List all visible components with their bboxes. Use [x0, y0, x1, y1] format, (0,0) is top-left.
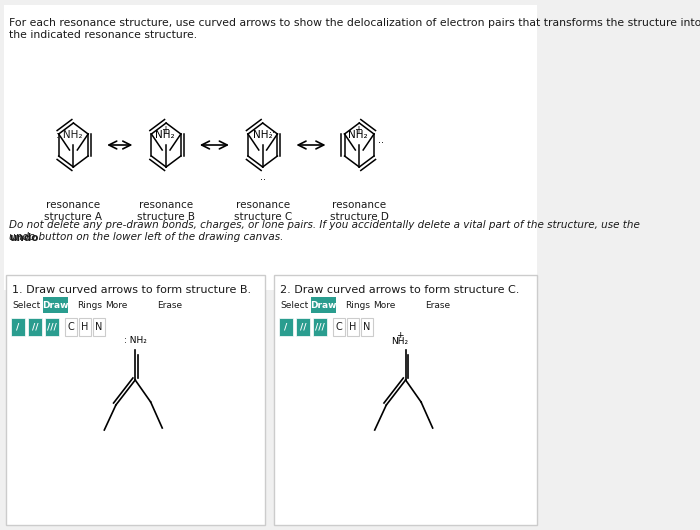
FancyBboxPatch shape [360, 318, 373, 336]
Text: resonance
structure A: resonance structure A [44, 200, 102, 222]
Text: Draw: Draw [311, 301, 337, 310]
Text: ·: · [427, 415, 430, 425]
Text: +: + [354, 125, 362, 135]
FancyBboxPatch shape [4, 5, 537, 290]
Text: resonance
structure D: resonance structure D [330, 200, 389, 222]
Text: undo: undo [9, 233, 38, 243]
Text: Erase: Erase [157, 301, 182, 310]
Text: //: // [32, 322, 38, 331]
Text: Do not delete any pre-drawn bonds, charges, or lone pairs. If you accidentally d: Do not delete any pre-drawn bonds, charg… [9, 220, 640, 242]
Text: Rings: Rings [345, 301, 370, 310]
FancyBboxPatch shape [92, 318, 105, 336]
Text: /: / [284, 322, 288, 331]
Text: //: // [300, 322, 306, 331]
Text: C: C [68, 322, 74, 332]
Text: NH₂: NH₂ [348, 130, 368, 140]
Text: resonance
structure C: resonance structure C [234, 200, 292, 222]
FancyBboxPatch shape [279, 318, 293, 336]
Text: NH₂: NH₂ [253, 130, 272, 140]
Text: H: H [349, 322, 357, 332]
FancyBboxPatch shape [312, 297, 336, 313]
Text: +: + [395, 331, 403, 340]
Text: 2. Draw curved arrows to form structure C.: 2. Draw curved arrows to form structure … [281, 285, 520, 295]
FancyBboxPatch shape [274, 275, 537, 525]
Text: ..: .. [260, 172, 266, 182]
Text: More: More [373, 301, 395, 310]
Text: C: C [336, 322, 342, 332]
Text: : NH₂: : NH₂ [56, 130, 83, 140]
Text: /: / [16, 322, 20, 331]
Text: 1. Draw curved arrows to form structure B.: 1. Draw curved arrows to form structure … [13, 285, 251, 295]
FancyBboxPatch shape [43, 297, 68, 313]
FancyBboxPatch shape [79, 318, 91, 336]
FancyBboxPatch shape [65, 318, 77, 336]
FancyBboxPatch shape [333, 318, 345, 336]
Text: ..: .. [378, 135, 384, 145]
Text: : NH₂: : NH₂ [124, 336, 146, 345]
Text: ///: /// [47, 322, 57, 331]
FancyBboxPatch shape [28, 318, 42, 336]
Text: NH₂: NH₂ [391, 337, 408, 346]
Text: Select: Select [13, 301, 41, 310]
Text: ///: /// [315, 322, 325, 331]
Text: Select: Select [281, 301, 309, 310]
Text: +: + [160, 125, 169, 135]
FancyBboxPatch shape [45, 318, 59, 336]
Text: N: N [363, 322, 371, 332]
FancyBboxPatch shape [296, 318, 310, 336]
Text: NH₂: NH₂ [155, 130, 174, 140]
Text: H: H [81, 322, 89, 332]
FancyBboxPatch shape [6, 275, 265, 525]
FancyBboxPatch shape [347, 318, 359, 336]
FancyBboxPatch shape [10, 318, 25, 336]
Text: Draw: Draw [43, 301, 69, 310]
Text: Erase: Erase [425, 301, 450, 310]
Text: Rings: Rings [77, 301, 102, 310]
Text: resonance
structure B: resonance structure B [137, 200, 195, 222]
Text: N: N [95, 322, 103, 332]
Text: For each resonance structure, use curved arrows to show the delocalization of el: For each resonance structure, use curved… [9, 18, 700, 40]
Text: More: More [105, 301, 127, 310]
FancyBboxPatch shape [313, 318, 327, 336]
Text: ..: .. [269, 125, 275, 135]
